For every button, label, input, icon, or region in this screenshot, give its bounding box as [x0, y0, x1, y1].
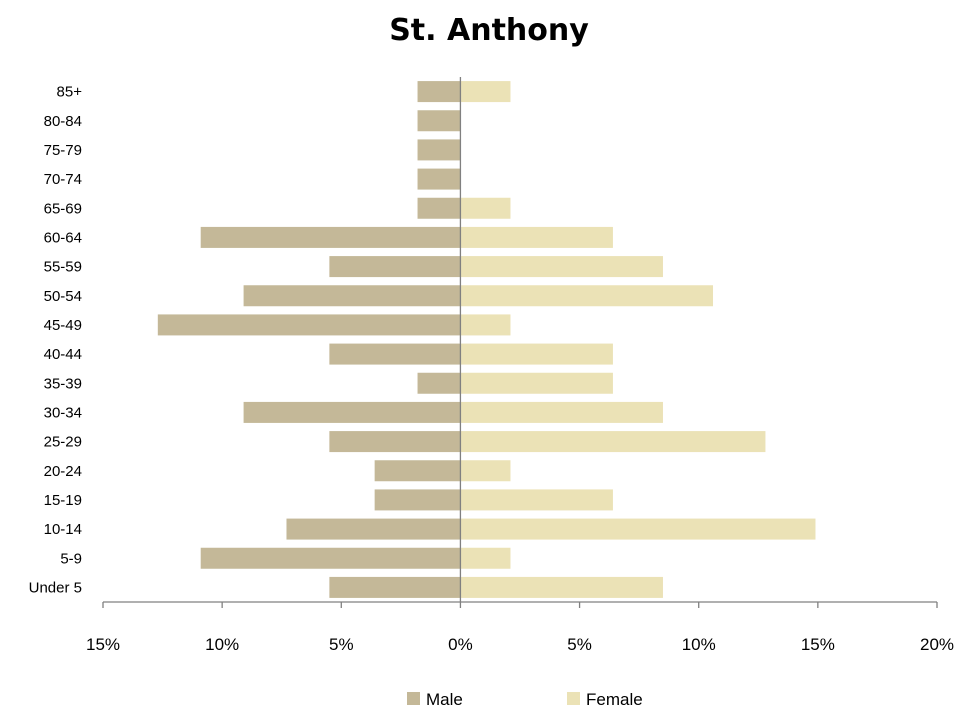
- x-tick-label: 20%: [920, 635, 954, 654]
- x-tick-label: 10%: [682, 635, 716, 654]
- bar-female-30-34: [460, 401, 663, 423]
- bar-male-70-74: [417, 168, 461, 190]
- y-tick-label: 65-69: [44, 200, 82, 217]
- y-tick-label: 45-49: [44, 317, 82, 334]
- bar-female-5-9: [460, 547, 511, 569]
- bar-female-25-29: [460, 431, 766, 453]
- y-tick-label: 60-64: [44, 229, 82, 246]
- bar-male-10-14: [286, 518, 461, 540]
- bar-male-80-84: [417, 110, 461, 132]
- bar-male-45-49: [157, 314, 461, 336]
- y-tick-label: 25-29: [44, 434, 82, 451]
- y-tick-label: 35-39: [44, 375, 82, 392]
- x-axis: 15% 10% 5% 0% 5% 10% 15% 20%: [86, 601, 954, 654]
- bar-female-85-: [460, 81, 511, 103]
- bar-female-55-59: [460, 256, 663, 278]
- bars-layer: [157, 81, 816, 598]
- x-tick-label: 5%: [567, 635, 592, 654]
- bar-male-75-79: [417, 139, 461, 161]
- y-tick-label: 75-79: [44, 142, 82, 159]
- y-tick-label: 20-24: [44, 463, 82, 480]
- bar-male-60-64: [200, 226, 461, 248]
- y-tick-label: 30-34: [44, 404, 82, 421]
- bar-female-10-14: [460, 518, 816, 540]
- bar-female-15-19: [460, 489, 613, 511]
- bar-male-65-69: [417, 197, 461, 219]
- y-tick-label: 85+: [57, 84, 83, 101]
- x-tick-label: 5%: [329, 635, 354, 654]
- y-tick-label: 10-14: [44, 521, 82, 538]
- legend-swatch-male: [407, 692, 420, 705]
- y-tick-label: 80-84: [44, 113, 82, 130]
- bar-female-under-5: [460, 576, 663, 598]
- y-tick-label: 40-44: [44, 346, 82, 363]
- chart-title: St. Anthony: [389, 13, 589, 48]
- y-tick-label: 5-9: [60, 550, 82, 567]
- bar-male-55-59: [329, 256, 461, 278]
- x-tick-label: 0%: [448, 635, 473, 654]
- bar-male-under-5: [329, 576, 461, 598]
- bar-female-40-44: [460, 343, 613, 365]
- y-axis: Under 5 5-9 10-14 15-19 20-24 25-29 30-34 35-39…: [29, 77, 462, 602]
- bar-male-5-9: [200, 547, 461, 569]
- y-tick-label: 50-54: [44, 288, 82, 305]
- y-tick-label: 55-59: [44, 259, 82, 276]
- y-tick-label: Under 5: [29, 579, 82, 596]
- y-tick-label: 15-19: [44, 492, 82, 509]
- bar-male-20-24: [374, 460, 461, 482]
- bar-female-45-49: [460, 314, 511, 336]
- x-tick-label: 15%: [86, 635, 120, 654]
- bar-male-15-19: [374, 489, 461, 511]
- bar-male-40-44: [329, 343, 461, 365]
- bar-female-35-39: [460, 372, 613, 394]
- bar-male-30-34: [243, 401, 461, 423]
- bar-female-20-24: [460, 460, 511, 482]
- legend-swatch-female: [567, 692, 580, 705]
- y-tick-label: 70-74: [44, 171, 82, 188]
- legend-label-female: Female: [586, 690, 643, 709]
- bar-male-25-29: [329, 431, 461, 453]
- legend-label-male: Male: [426, 690, 463, 709]
- bar-female-50-54: [460, 285, 714, 307]
- bar-female-65-69: [460, 197, 511, 219]
- bar-female-60-64: [460, 226, 613, 248]
- bar-male-35-39: [417, 372, 461, 394]
- x-tick-label: 15%: [801, 635, 835, 654]
- legend: Male Female: [407, 690, 643, 709]
- bar-male-85-: [417, 81, 461, 103]
- bar-male-50-54: [243, 285, 461, 307]
- x-tick-label: 10%: [205, 635, 239, 654]
